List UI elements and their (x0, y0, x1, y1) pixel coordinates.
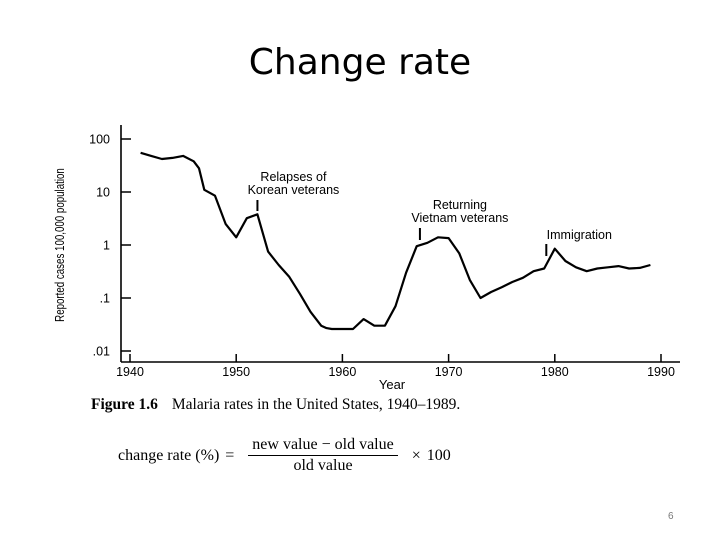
formula-numerator: new value − old value (248, 436, 398, 456)
formula-denominator: old value (293, 457, 353, 474)
x-tick-label: 1940 (116, 365, 144, 379)
formula-fraction: new value − old value old value (248, 436, 398, 475)
annotation-text: Immigration (547, 228, 612, 242)
formula-multiplier: 100 (426, 446, 451, 464)
figure-caption: Figure 1.6 Malaria rates in the United St… (91, 396, 460, 414)
change-rate-formula: change rate (%) = new value − old value … (118, 436, 451, 475)
x-tick-label: 1980 (541, 365, 569, 379)
malaria-rate-line (140, 151, 651, 331)
x-axis-label: Year (379, 377, 406, 392)
annotation-text: Korean veterans (248, 183, 340, 197)
annotation-text: Returning (433, 198, 487, 212)
page-number: 6 (668, 511, 674, 522)
chart-ticks: 100 10 1 .1 .01 1940 1950 1960 1970 1980 1990 (89, 133, 675, 380)
x-tick-label: 1960 (328, 365, 356, 379)
y-tick-label: .1 (100, 292, 110, 306)
x-tick-label: 1970 (435, 365, 463, 379)
formula-lhs: change rate (%) (118, 446, 220, 464)
y-tick-label: 10 (96, 186, 110, 200)
x-tick-label: 1990 (647, 365, 675, 379)
formula-equals: = (225, 446, 235, 464)
chart-series (140, 151, 651, 331)
slide-title: Change rate (248, 42, 472, 83)
formula-times: × (411, 446, 421, 464)
annotation-text: Relapses of (260, 170, 327, 184)
figure-caption-text: Malaria rates in the United States, 1940… (171, 396, 461, 413)
y-tick-label: 1 (103, 239, 110, 253)
y-tick-label: 100 (89, 133, 110, 147)
annotation-text: Vietnam veterans (411, 211, 508, 225)
chart-axes (120, 125, 680, 363)
y-tick-label: .01 (93, 345, 110, 359)
figure-caption-label: Figure 1.6 (91, 396, 158, 413)
x-tick-label: 1950 (222, 365, 250, 379)
y-axis-label: Reported cases 100,000 population (54, 168, 67, 322)
